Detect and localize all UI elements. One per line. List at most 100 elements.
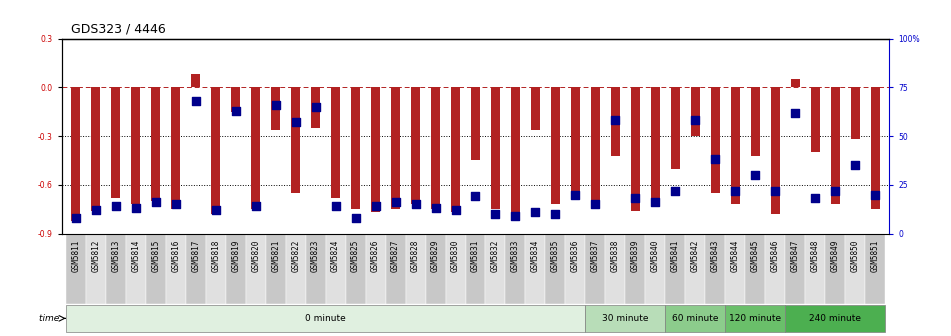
Bar	[786, 305, 885, 332]
Bar	[345, 234, 365, 304]
Bar	[670, 87, 680, 169]
Text: GSM5842: GSM5842	[690, 239, 700, 271]
Point	[368, 204, 383, 209]
Text: GSM5813: GSM5813	[111, 239, 120, 271]
Text: GSM5818: GSM5818	[211, 239, 221, 271]
Bar	[66, 305, 586, 332]
Bar	[865, 234, 885, 304]
Text: GSM5828: GSM5828	[411, 239, 420, 271]
Point	[408, 202, 423, 207]
Text: GSM5831: GSM5831	[471, 239, 480, 271]
Bar	[491, 87, 500, 209]
Bar	[666, 305, 726, 332]
Bar	[606, 234, 626, 304]
Bar	[626, 234, 646, 304]
Point	[787, 110, 803, 115]
Text: GSM5851: GSM5851	[871, 239, 880, 271]
Point	[228, 108, 243, 114]
Bar	[66, 234, 86, 304]
Bar	[146, 234, 165, 304]
Bar	[411, 87, 420, 204]
Bar	[566, 234, 586, 304]
Bar	[111, 87, 120, 198]
Bar	[511, 87, 520, 214]
Point	[88, 207, 104, 213]
Text: GSM5824: GSM5824	[331, 239, 340, 271]
Point	[208, 207, 223, 213]
Bar	[845, 234, 865, 304]
Text: GSM5825: GSM5825	[351, 239, 360, 271]
Text: GSM5845: GSM5845	[750, 239, 760, 271]
Point	[68, 215, 84, 221]
Text: GSM5844: GSM5844	[730, 239, 740, 271]
Bar	[385, 234, 405, 304]
Bar	[245, 234, 265, 304]
Bar	[71, 87, 80, 220]
Point	[807, 196, 823, 201]
Bar	[531, 87, 540, 130]
Point	[168, 202, 184, 207]
Point	[288, 120, 303, 125]
Text: 240 minute: 240 minute	[809, 314, 862, 323]
Bar	[586, 305, 666, 332]
Text: GSM5833: GSM5833	[511, 239, 520, 271]
Bar	[285, 234, 305, 304]
Text: 60 minute: 60 minute	[672, 314, 719, 323]
Text: GSM5820: GSM5820	[251, 239, 261, 271]
Bar	[405, 234, 425, 304]
Text: GSM5814: GSM5814	[131, 239, 140, 271]
Bar	[126, 234, 146, 304]
Point	[428, 206, 443, 211]
Bar	[465, 234, 486, 304]
Bar	[205, 234, 225, 304]
Bar	[871, 87, 880, 209]
Text: GSM5811: GSM5811	[71, 239, 80, 271]
Point	[128, 206, 144, 211]
Text: GSM5841: GSM5841	[670, 239, 680, 271]
Bar	[231, 87, 241, 112]
Bar	[825, 234, 845, 304]
Bar	[666, 234, 686, 304]
Bar	[451, 87, 460, 212]
Bar	[746, 234, 766, 304]
Text: GSM5843: GSM5843	[710, 239, 720, 271]
Point	[268, 102, 283, 108]
Point	[468, 194, 483, 199]
Text: GSM5832: GSM5832	[491, 239, 500, 271]
Bar	[811, 87, 820, 152]
Text: GSM5821: GSM5821	[271, 239, 281, 271]
Bar	[191, 74, 201, 87]
Text: GSM5850: GSM5850	[851, 239, 860, 271]
Text: 120 minute: 120 minute	[729, 314, 782, 323]
Bar	[431, 87, 440, 209]
Bar	[305, 234, 325, 304]
Point	[308, 104, 323, 110]
Bar	[766, 234, 786, 304]
Bar	[650, 87, 660, 204]
Bar	[690, 87, 700, 136]
Bar	[91, 87, 100, 211]
Bar	[831, 87, 840, 204]
Bar	[646, 234, 666, 304]
Bar	[185, 234, 205, 304]
Bar	[151, 87, 160, 201]
Point	[388, 200, 403, 205]
Point	[248, 204, 263, 209]
Bar	[131, 87, 140, 204]
Bar	[770, 87, 780, 214]
Bar	[425, 234, 445, 304]
Point	[847, 163, 863, 168]
Text: GSM5826: GSM5826	[371, 239, 380, 271]
Bar	[631, 87, 640, 211]
Bar	[225, 234, 245, 304]
Bar	[546, 234, 566, 304]
Point	[688, 118, 703, 123]
Bar	[171, 87, 181, 209]
Bar	[371, 87, 380, 212]
Point	[348, 215, 363, 221]
Text: GSM5827: GSM5827	[391, 239, 400, 271]
Text: GSM5846: GSM5846	[770, 239, 780, 271]
Bar	[291, 87, 301, 193]
Bar	[271, 87, 281, 130]
Text: 0 minute: 0 minute	[305, 314, 346, 323]
